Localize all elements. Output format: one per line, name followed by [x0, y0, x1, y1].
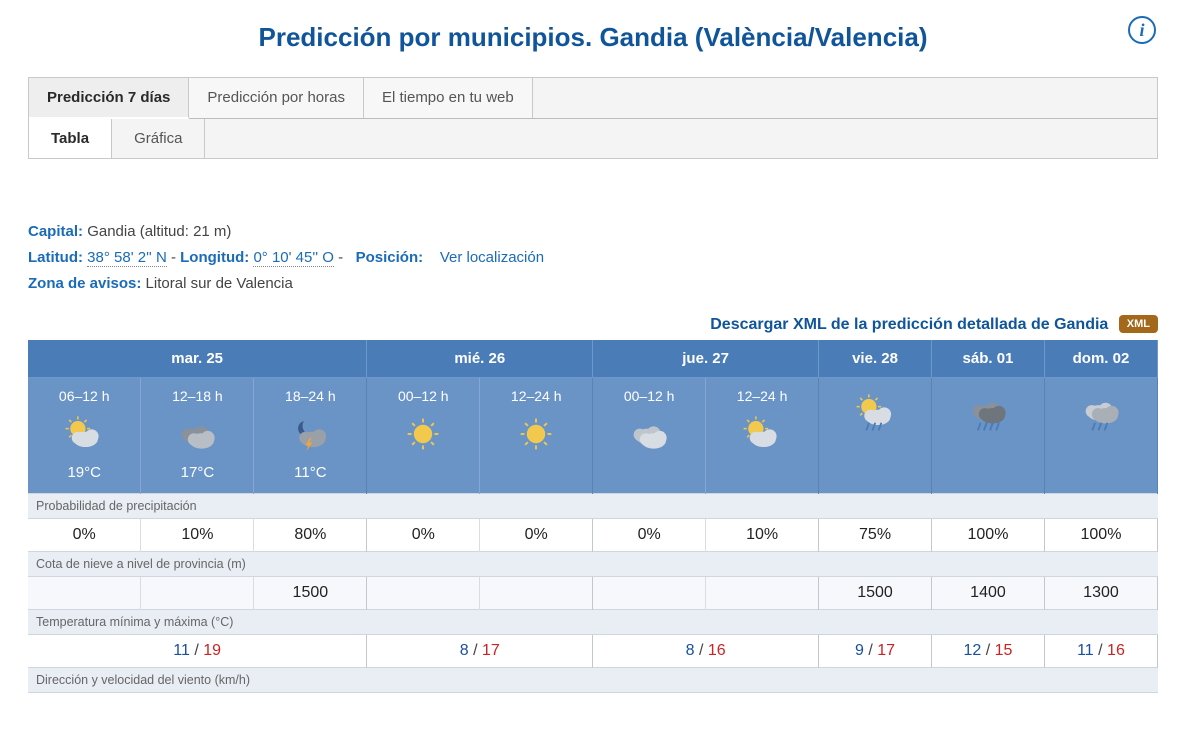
forecast-slot: 12–24 h — [706, 378, 819, 494]
day-header: mar. 25 — [28, 340, 367, 378]
weather-icon — [932, 388, 1044, 436]
precip-value: 75% — [819, 519, 932, 552]
tabs-sub: Tabla Gráfica — [28, 119, 1158, 159]
temp-minmax: 11 / 19 — [28, 635, 367, 668]
section-temp: Temperatura mínima y máxima (°C) — [28, 610, 1158, 635]
temp-minmax: 9 / 17 — [819, 635, 932, 668]
subtab-table[interactable]: Tabla — [29, 119, 112, 158]
info-icon[interactable]: i — [1128, 16, 1156, 44]
snow-level-value — [480, 577, 593, 610]
precip-value: 100% — [1044, 519, 1157, 552]
snow-level-value — [367, 577, 480, 610]
forecast-slot — [932, 378, 1045, 494]
snow-level-value — [28, 577, 141, 610]
forecast-table: mar. 25mié. 26jue. 27vie. 28sáb. 01dom. … — [28, 340, 1158, 693]
precip-value: 100% — [932, 519, 1045, 552]
precip-value: 0% — [367, 519, 480, 552]
slot-temp: 19°C — [28, 464, 140, 481]
alert-zone-label: Zona de avisos: — [28, 275, 141, 292]
forecast-slot: 06–12 h 19°C — [28, 378, 141, 494]
forecast-slot: 00–12 h — [367, 378, 480, 494]
weather-icon — [141, 410, 253, 458]
temp-minmax: 11 / 16 — [1044, 635, 1157, 668]
weather-icon — [1045, 388, 1157, 436]
alert-zone-value: Litoral sur de Valencia — [146, 275, 293, 292]
weather-icon — [367, 410, 479, 458]
snow-level-value — [593, 577, 706, 610]
forecast-slot — [819, 378, 932, 494]
tab-7days[interactable]: Predicción 7 días — [29, 78, 189, 119]
temp-minmax: 8 / 17 — [367, 635, 593, 668]
day-header: sáb. 01 — [932, 340, 1045, 378]
position-link[interactable]: Ver localización — [440, 249, 544, 266]
snow-level-value: 1300 — [1044, 577, 1157, 610]
longitude-label: Longitud: — [180, 249, 249, 266]
precip-value: 0% — [480, 519, 593, 552]
capital-value: Gandia (altitud: 21 m) — [87, 223, 231, 240]
weather-icon — [480, 410, 592, 458]
longitude-value[interactable]: 0° 10' 45'' O — [253, 249, 333, 267]
day-header: jue. 27 — [593, 340, 819, 378]
weather-icon — [819, 388, 931, 436]
day-header: mié. 26 — [367, 340, 593, 378]
precip-value: 0% — [593, 519, 706, 552]
xml-download-link[interactable]: Descargar XML de la predicción detallada… — [710, 316, 1108, 333]
day-header: dom. 02 — [1044, 340, 1157, 378]
snow-level-value: 1400 — [932, 577, 1045, 610]
precip-value: 10% — [141, 519, 254, 552]
slot-time: 18–24 h — [254, 388, 366, 404]
slot-time: 12–18 h — [141, 388, 253, 404]
forecast-slot — [1044, 378, 1157, 494]
xml-download-line: Descargar XML de la predicción detallada… — [28, 315, 1158, 334]
slot-temp: 11°C — [254, 464, 366, 481]
forecast-slot: 12–24 h — [480, 378, 593, 494]
precip-value: 0% — [28, 519, 141, 552]
snow-level-value — [706, 577, 819, 610]
capital-label: Capital: — [28, 223, 83, 240]
latitude-label: Latitud: — [28, 249, 83, 266]
precip-value: 80% — [254, 519, 367, 552]
xml-badge[interactable]: XML — [1119, 315, 1158, 333]
page-title: Predicción por municipios. Gandia (Valèn… — [0, 0, 1186, 71]
location-meta: Capital: Gandia (altitud: 21 m) Latitud:… — [28, 191, 1158, 297]
section-wind: Dirección y velocidad del viento (km/h) — [28, 668, 1158, 693]
weather-icon — [706, 410, 818, 458]
tab-embed[interactable]: El tiempo en tu web — [364, 78, 533, 118]
forecast-slot: 18–24 h 11°C — [254, 378, 367, 494]
latitude-value[interactable]: 38° 58' 2'' N — [87, 249, 167, 267]
snow-level-value — [141, 577, 254, 610]
weather-icon — [593, 410, 705, 458]
precip-value: 10% — [706, 519, 819, 552]
weather-icon — [28, 410, 140, 458]
section-snow: Cota de nieve a nivel de provincia (m) — [28, 552, 1158, 577]
slot-time: 12–24 h — [480, 388, 592, 404]
snow-level-value: 1500 — [819, 577, 932, 610]
slot-time: 00–12 h — [367, 388, 479, 404]
temp-minmax: 12 / 15 — [932, 635, 1045, 668]
position-label: Posición: — [356, 249, 424, 266]
slot-time: 12–24 h — [706, 388, 818, 404]
subtab-chart[interactable]: Gráfica — [112, 119, 205, 158]
forecast-slot: 12–18 h 17°C — [141, 378, 254, 494]
snow-level-value: 1500 — [254, 577, 367, 610]
temp-minmax: 8 / 16 — [593, 635, 819, 668]
forecast-slot: 00–12 h — [593, 378, 706, 494]
section-precip: Probabilidad de precipitación — [28, 494, 1158, 519]
slot-temp: 17°C — [141, 464, 253, 481]
day-header: vie. 28 — [819, 340, 932, 378]
slot-time: 06–12 h — [28, 388, 140, 404]
tab-hourly[interactable]: Predicción por horas — [189, 78, 364, 118]
tabs-main: Predicción 7 días Predicción por horas E… — [28, 77, 1158, 119]
weather-icon — [254, 410, 366, 458]
slot-time: 00–12 h — [593, 388, 705, 404]
